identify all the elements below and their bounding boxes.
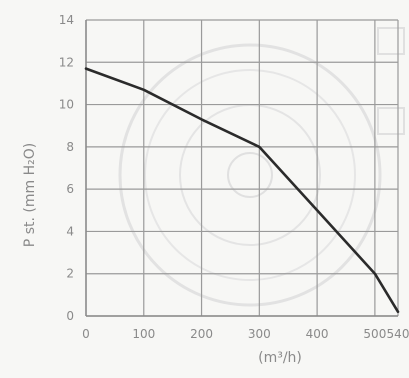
x-tick-labels: 0 100 200 300 400 500 540 (82, 327, 409, 341)
x-tick-label-3: 300 (248, 327, 271, 341)
y-tick-label-7: 14 (59, 13, 74, 27)
y-axis-label: P st. (mm H₂O) (22, 143, 38, 247)
y-tick-label-0: 0 (66, 309, 74, 323)
x-tick-label-1: 100 (132, 327, 155, 341)
y-tick-labels: 0 2 4 6 8 10 12 14 (59, 13, 74, 323)
grid (85, 19, 399, 317)
series-line-0 (84, 67, 400, 314)
y-tick-label-4: 8 (66, 140, 74, 154)
y-tick-label-5: 10 (59, 98, 74, 112)
x-tick-label-2: 200 (190, 327, 213, 341)
x-tick-label-0: 0 (82, 327, 90, 341)
fan-watermark (118, 27, 405, 307)
x-tick-label-4: 400 (306, 327, 329, 341)
y-tick-label-6: 12 (59, 55, 74, 69)
x-tick-label-6: 540 (387, 327, 409, 341)
x-axis-label: (m³/h) (258, 350, 302, 366)
x-tick-label-5: 500 (363, 327, 386, 341)
axes (85, 20, 398, 317)
y-tick-label-1: 2 (66, 267, 74, 281)
y-tick-label-3: 6 (66, 182, 74, 196)
series-layer (84, 67, 400, 314)
y-tick-label-2: 4 (66, 224, 74, 238)
